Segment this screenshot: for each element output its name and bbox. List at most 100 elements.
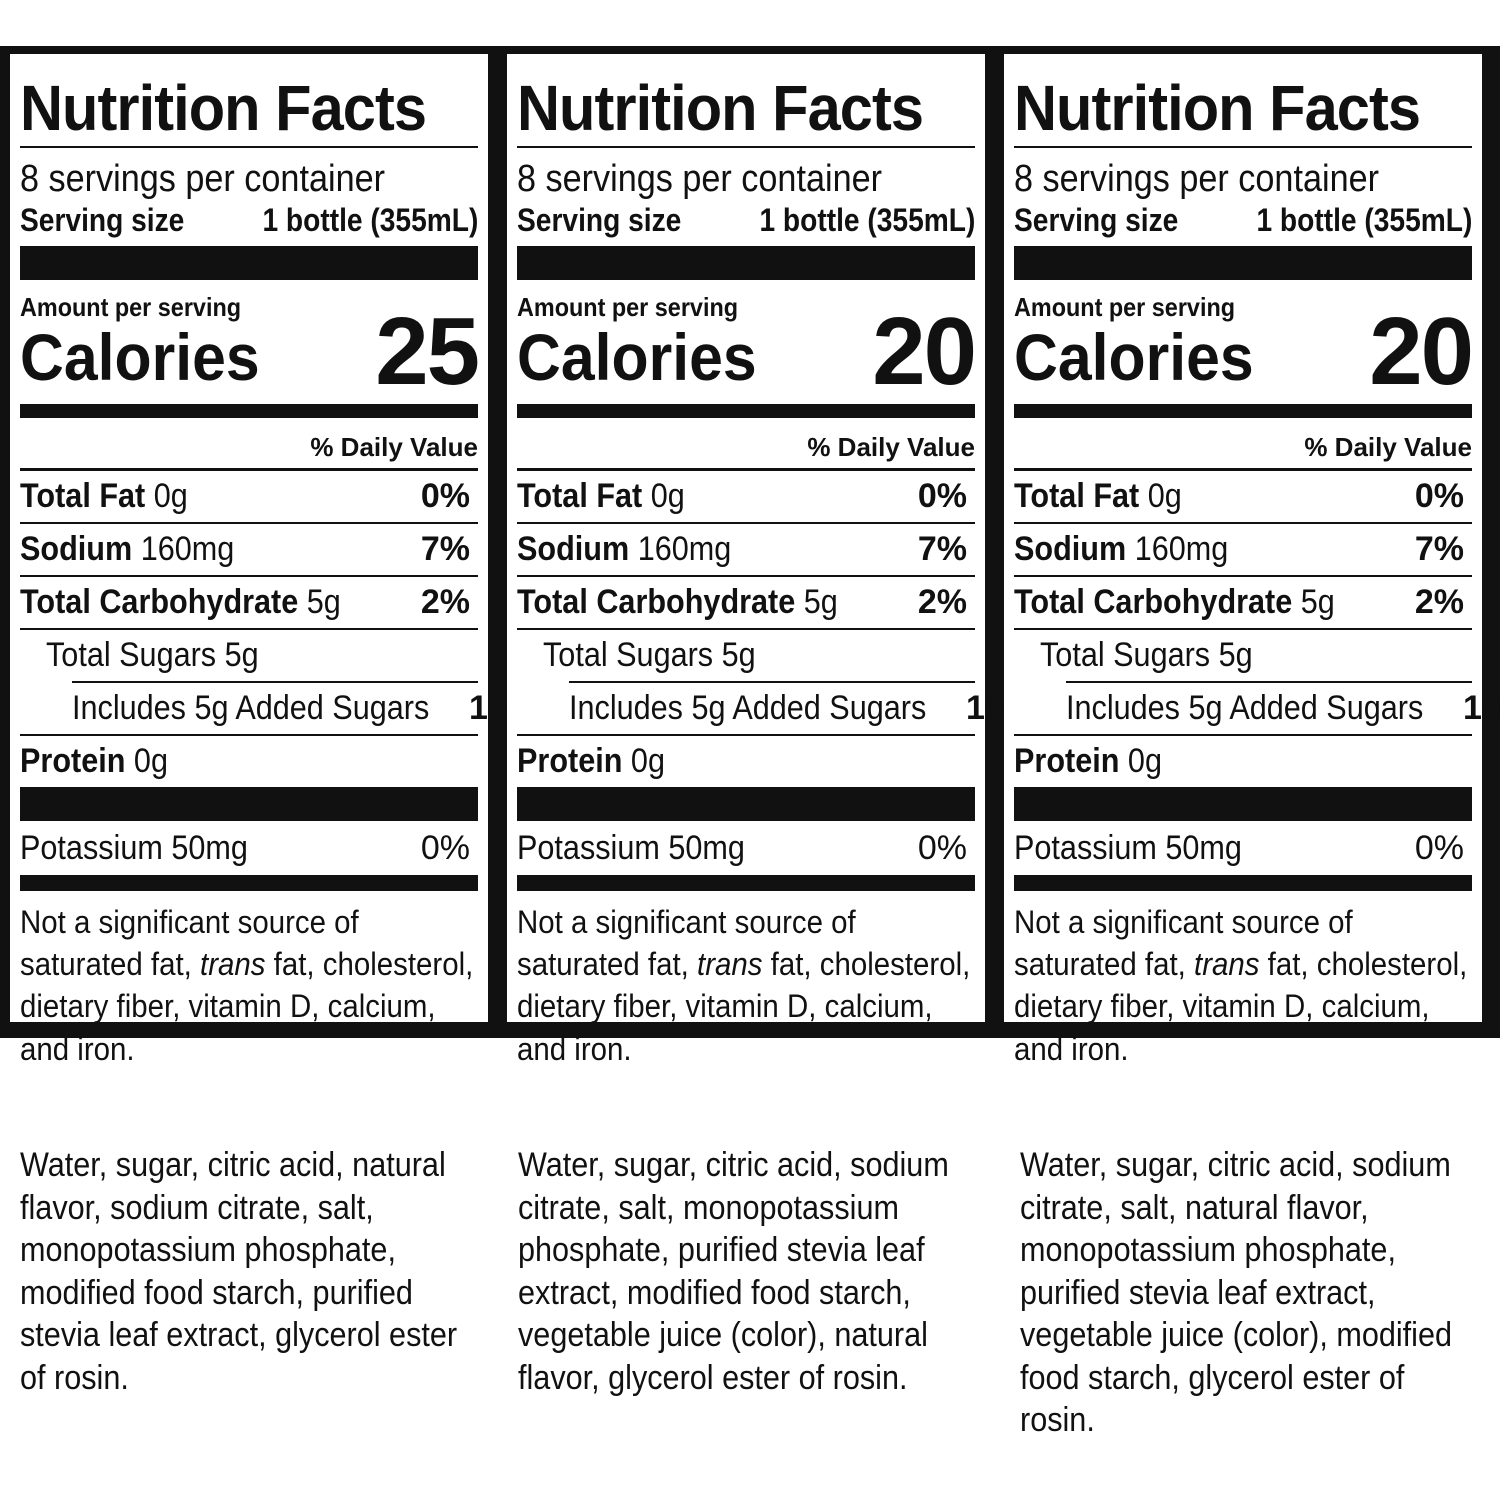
footnote-start: Not a significant source of saturated fa… (1014, 904, 1353, 983)
divider (1066, 681, 1472, 683)
potassium-row: Potassium 50mg 0% (20, 821, 478, 877)
added-sugars-row: Includes 5g Added Sugars 10% (517, 683, 1034, 736)
footnote-italic: trans (200, 946, 266, 983)
thick-divider (20, 787, 478, 821)
medium-divider (20, 404, 478, 418)
total-fat-label: Total Fat (20, 477, 146, 515)
sodium-row: Sodium 160mg 7% (1014, 524, 1472, 577)
thick-divider (517, 246, 975, 280)
amount-per-serving: Amount per serving (20, 292, 242, 322)
divider (569, 681, 975, 683)
potassium: Potassium 50mg (1014, 828, 1242, 867)
label-title: Nutrition Facts (1014, 72, 1421, 144)
sodium-amount: 160mg (637, 530, 732, 568)
footnote: Not a significant source of saturated fa… (517, 901, 986, 1070)
serving-size-row: Serving size 1 bottle (355mL) (20, 204, 478, 236)
total-fat-label: Total Fat (1014, 477, 1140, 515)
serving-size-label: Serving size (517, 202, 682, 238)
carbohydrate-dv: 2% (917, 583, 967, 621)
potassium-dv: 0% (1414, 828, 1464, 867)
footnote-start: Not a significant source of saturated fa… (20, 904, 359, 983)
calories-label: Calories (20, 320, 260, 394)
total-fat-dv: 0% (420, 477, 470, 515)
footnote-end: fat, cholesterol, dietary fiber, vitamin… (20, 946, 474, 1067)
ingredients-text-3: Water, sugar, citric acid, sodium citrat… (1020, 1146, 1453, 1439)
label-title: Nutrition Facts (517, 72, 924, 144)
potassium-dv: 0% (420, 828, 470, 867)
calories-row: Calories 20 (1014, 304, 1474, 400)
protein-row: Protein 0g (20, 736, 478, 787)
nutrition-label-3: Nutrition Facts 8 servings per container… (1004, 54, 1500, 1067)
carbohydrate-amount: 5g (1300, 583, 1335, 621)
total-sugars: Total Sugars 5g (1040, 636, 1253, 674)
total-fat-label: Total Fat (517, 477, 643, 515)
servings-per-container: 8 servings per container (517, 158, 883, 200)
potassium: Potassium 50mg (20, 828, 248, 867)
calories-label: Calories (1014, 320, 1254, 394)
amount-per-serving: Amount per serving (517, 292, 739, 322)
potassium-row: Potassium 50mg 0% (1014, 821, 1472, 877)
carbohydrate-row: Total Carbohydrate 5g 2% (517, 577, 975, 630)
added-sugars: Includes 5g Added Sugars (569, 689, 927, 727)
calories-value: 25 (375, 298, 480, 405)
footnote-end: fat, cholesterol, dietary fiber, vitamin… (1014, 946, 1468, 1067)
thick-divider (1014, 246, 1472, 280)
added-sugars: Includes 5g Added Sugars (72, 689, 430, 727)
servings-per-container: 8 servings per container (20, 158, 386, 200)
daily-value-header: % Daily Value (517, 418, 975, 471)
total-fat-row: Total Fat 0g 0% (1014, 471, 1472, 524)
protein-label: Protein (20, 742, 126, 780)
added-sugars: Includes 5g Added Sugars (1066, 689, 1424, 727)
amount-per-serving: Amount per serving (1014, 292, 1236, 322)
protein-amount: 0g (630, 742, 665, 780)
carbohydrate-row: Total Carbohydrate 5g 2% (20, 577, 478, 630)
protein-row: Protein 0g (1014, 736, 1472, 787)
divider (1014, 146, 1472, 148)
divider (20, 146, 478, 148)
serving-size-value: 1 bottle (355mL) (1256, 202, 1472, 238)
medium-divider (1014, 877, 1472, 891)
ingredients-text-2: Water, sugar, citric acid, sodium citrat… (518, 1146, 949, 1397)
footnote: Not a significant source of saturated fa… (20, 901, 489, 1070)
total-fat-row: Total Fat 0g 0% (517, 471, 975, 524)
footnote: Not a significant source of saturated fa… (1014, 901, 1483, 1070)
nutrition-labels-frame: Nutrition Facts 8 servings per container… (0, 46, 1500, 1067)
sodium-dv: 7% (420, 530, 470, 568)
serving-size-value: 1 bottle (355mL) (262, 202, 478, 238)
carbohydrate-dv: 2% (420, 583, 470, 621)
carbohydrate-amount: 5g (803, 583, 838, 621)
total-fat-amount: 0g (1147, 477, 1182, 515)
total-fat-amount: 0g (153, 477, 188, 515)
sodium-amount: 160mg (140, 530, 235, 568)
footnote-end: fat, cholesterol, dietary fiber, vitamin… (517, 946, 971, 1067)
added-sugars-row: Includes 5g Added Sugars 10% (1014, 683, 1500, 736)
protein-label: Protein (1014, 742, 1120, 780)
daily-value-header: % Daily Value (20, 418, 478, 471)
sodium-label: Sodium (517, 530, 630, 568)
medium-divider (517, 877, 975, 891)
divider (72, 681, 478, 683)
calories-row: Calories 20 (517, 304, 977, 400)
added-sugars-dv: 10% (1462, 689, 1500, 727)
total-sugars-row: Total Sugars 5g (20, 630, 478, 681)
sodium-label: Sodium (20, 530, 133, 568)
sodium-dv: 7% (1414, 530, 1464, 568)
sodium-row: Sodium 160mg 7% (20, 524, 478, 577)
carbohydrate-label: Total Carbohydrate (517, 583, 796, 621)
carbohydrate-dv: 2% (1414, 583, 1464, 621)
total-sugars-row: Total Sugars 5g (1014, 630, 1472, 681)
serving-size-label: Serving size (1014, 202, 1179, 238)
medium-divider (20, 877, 478, 891)
protein-row: Protein 0g (517, 736, 975, 787)
protein-label: Protein (517, 742, 623, 780)
protein-amount: 0g (133, 742, 168, 780)
total-sugars: Total Sugars 5g (543, 636, 756, 674)
serving-size-row: Serving size 1 bottle (355mL) (1014, 204, 1472, 236)
carbohydrate-label: Total Carbohydrate (1014, 583, 1293, 621)
added-sugars-row: Includes 5g Added Sugars 10% (20, 683, 537, 736)
calories-value: 20 (872, 298, 977, 405)
footnote-italic: trans (697, 946, 763, 983)
serving-size-label: Serving size (20, 202, 185, 238)
thick-divider (1014, 787, 1472, 821)
calories-label: Calories (517, 320, 757, 394)
